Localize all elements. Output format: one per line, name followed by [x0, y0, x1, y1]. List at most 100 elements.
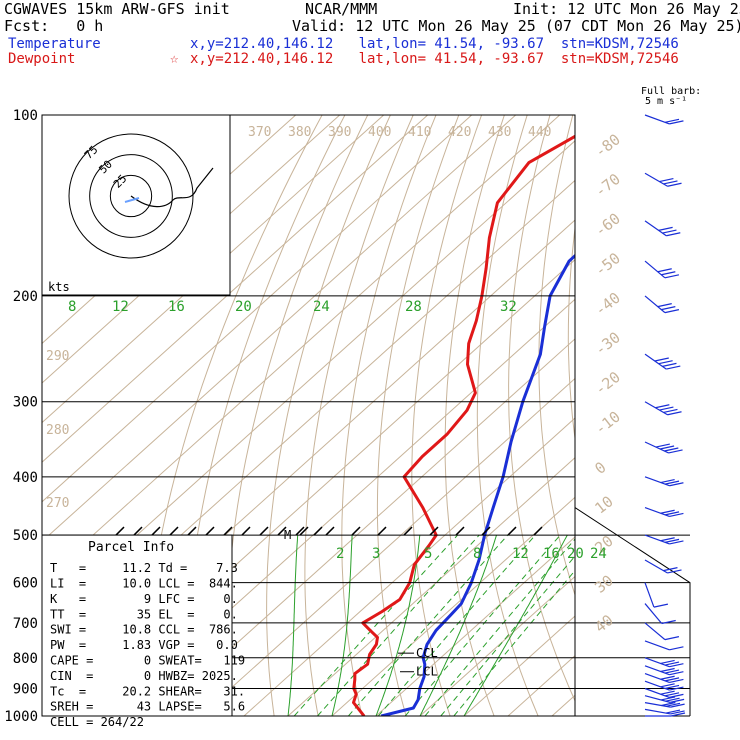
barb-key-line2: 5 m s⁻¹: [645, 96, 687, 107]
hatch-mark: [429, 526, 439, 536]
dry-adiabat-line: [704, 115, 740, 716]
wind-barb-flag: [667, 569, 682, 574]
mixing-ratio-line: [348, 534, 509, 716]
hatch-mark: [403, 526, 413, 536]
wind-barb-flag: [669, 663, 684, 668]
valid-label: Valid: 12 UTC Mon 26 May 25 (07 CDT Mon …: [292, 17, 740, 35]
wind-barb: [644, 673, 684, 684]
hatch-mark: [351, 526, 361, 536]
wind-barb: [644, 114, 684, 125]
wind-barb-flag: [659, 177, 674, 183]
theta-low-label: 290: [46, 349, 69, 364]
wind-barb-flag: [663, 567, 678, 572]
pressure-label: 300: [13, 395, 38, 411]
wind-barb-flag: [667, 182, 682, 187]
wind-barb-flag: [662, 229, 677, 234]
wind-barb-flag: [653, 603, 669, 608]
moist-adiabat-line: [287, 535, 299, 716]
parcel-row: CELL = 264/22: [50, 715, 144, 729]
isotherm-label: 0: [591, 458, 609, 478]
mixing-ratio-lower-label: 8: [473, 546, 481, 562]
wind-barb: [644, 260, 680, 279]
dry-adiabat-line: [341, 115, 437, 716]
wind-barb: [644, 695, 685, 703]
pressure-label: 400: [13, 470, 38, 486]
mixing-ratio-lower-label: 16: [543, 546, 560, 562]
hatch-mark: [169, 526, 179, 536]
isotherm-label: -20: [591, 368, 623, 399]
hodograph-ring: [68, 133, 194, 259]
wind-barb-flag: [670, 712, 686, 717]
wind-barb-flag: [664, 511, 680, 516]
isotherm-line: [419, 575, 575, 716]
hodograph-ring: [109, 174, 153, 218]
isotherm-line: [551, 694, 575, 716]
mixing-ratio-upper-label: 20: [235, 299, 252, 315]
isotherm-line: [42, 115, 473, 503]
theta-label: 430: [488, 125, 511, 140]
dry-adiabat-line: [538, 115, 575, 597]
mixing-ratio-line: [317, 534, 480, 716]
dry-adiabat-line: [476, 115, 539, 716]
hatch-mark: [133, 526, 143, 536]
dry-adiabat-line: [266, 115, 391, 716]
wind-barb-flag: [660, 537, 675, 542]
dry-adiabat-line: [652, 115, 740, 716]
wind-barb: [644, 507, 684, 518]
wind-barb-flag: [664, 118, 680, 123]
wind-barb-flag: [669, 671, 684, 676]
pressure-label: 900: [13, 681, 38, 697]
theta-label: 390: [328, 125, 351, 140]
dry-adiabat-line: [444, 115, 505, 716]
wind-barb: [644, 640, 684, 651]
dewpoint-legend-info: x,y=212.40,146.12 lat,lon= 41.54, -93.67…: [190, 51, 679, 67]
temperature-profile: [380, 253, 575, 716]
upper-green-curve: [615, 296, 740, 535]
parcel-row: T = 11.2 Td = 7.3: [50, 561, 238, 575]
hodograph-ring: [89, 154, 173, 238]
mixing-ratio-upper-label: 28: [405, 299, 422, 315]
parcel-row: Tc = 20.2 SHEAR= 31.: [50, 684, 245, 698]
dry-adiabat-line: [625, 115, 740, 716]
moist-adiabat-line: [375, 535, 421, 716]
wind-barb-flag: [664, 669, 680, 674]
hatch-mark: [481, 526, 491, 536]
isotherm-line: [155, 338, 575, 716]
wind-barb-flag: [660, 478, 675, 484]
hatch-mark: [533, 526, 543, 536]
isotherm-label: -40: [591, 289, 623, 320]
wind-barb: [644, 295, 680, 314]
wind-barb-flag: [669, 678, 684, 684]
wind-barb-flag: [669, 686, 684, 691]
wind-barb: [644, 220, 681, 237]
upper-green-curve: [644, 296, 740, 535]
wind-barb-flag: [664, 309, 680, 314]
wind-barb-flag: [662, 362, 677, 367]
dry-adiabat-line: [729, 115, 740, 716]
isotherm-line: [287, 457, 575, 716]
hodograph-box: [41, 114, 231, 296]
lcl-label: LCL: [416, 665, 438, 679]
isotherm-label: -60: [591, 209, 623, 240]
upper-green-curve: [712, 296, 740, 535]
isotherm-line: [42, 115, 517, 543]
mixing-ratio-lower-label: 20: [567, 546, 584, 562]
wind-barb-flag: [663, 408, 678, 413]
isotherm-label: 10: [591, 492, 616, 517]
wind-barb: [644, 172, 682, 187]
pressure-label: 500: [13, 528, 38, 544]
hatch-mark: [299, 526, 309, 536]
wind-barb: [644, 603, 676, 625]
wind-barb-flag: [660, 667, 675, 673]
mixing-ratio-upper-label: 12: [112, 299, 129, 315]
wind-barb: [644, 559, 682, 574]
isotherm-label: -70: [591, 170, 623, 201]
wind-barb-flag: [664, 677, 680, 682]
parcel-row: SREH = 43 LAPSE= 5.6: [50, 700, 245, 714]
wind-barb-flag: [669, 512, 684, 518]
fcst-label: Fcst: 0 h: [4, 17, 104, 35]
org-label: NCAR/MMM: [305, 0, 378, 18]
wind-barb: [644, 534, 684, 545]
parcel-title: Parcel Info: [88, 540, 174, 555]
